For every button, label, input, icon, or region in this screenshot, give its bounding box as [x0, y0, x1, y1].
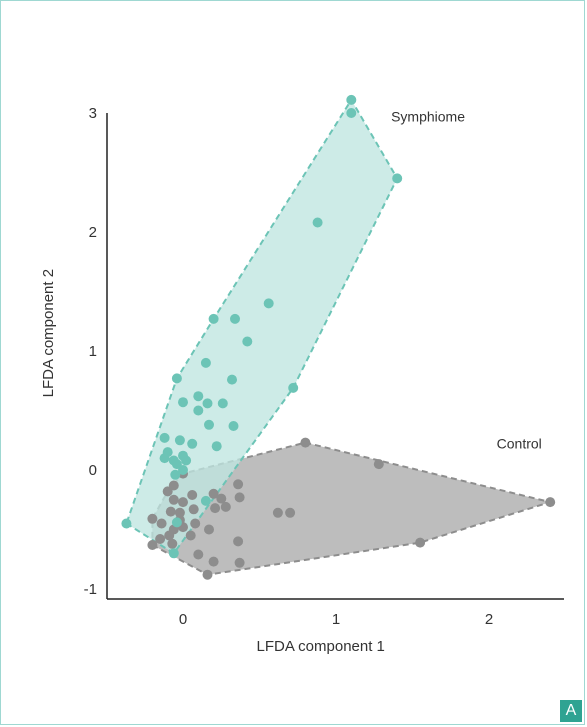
symphiome-point — [263, 298, 274, 309]
symphiome-point — [200, 357, 211, 368]
symphiome-point — [159, 432, 170, 443]
control-point — [373, 459, 384, 470]
y-tick-label: 3 — [89, 105, 97, 122]
control-point — [164, 530, 175, 541]
control-point — [178, 497, 188, 508]
y-tick-label: 2 — [89, 224, 97, 241]
control-point — [174, 507, 185, 518]
symphiome-point — [200, 495, 211, 506]
control-group-label: Control — [497, 436, 542, 452]
symphiome-point — [202, 398, 213, 409]
x-tick-label: 0 — [179, 611, 187, 628]
symphiome-point — [174, 435, 185, 446]
symphiome-point — [178, 465, 188, 475]
control-point — [147, 540, 158, 550]
x-axis-title: LFDA component 1 — [256, 638, 384, 655]
data-points — [121, 94, 556, 580]
y-tick-label: 0 — [89, 462, 97, 479]
control-point — [167, 538, 178, 549]
tick-labels: 0 1 2 -1 0 1 2 3 — [84, 105, 494, 628]
symphiome-point — [171, 373, 182, 384]
y-tick-label: 1 — [89, 343, 97, 360]
control-point — [190, 518, 201, 529]
control-point — [147, 513, 158, 524]
symphiome-point — [346, 108, 357, 118]
control-point — [188, 504, 199, 515]
symphiome-point — [171, 517, 182, 528]
symphiome-point — [211, 441, 222, 452]
symphiome-point — [178, 397, 188, 408]
control-point — [233, 536, 244, 547]
control-point — [216, 493, 227, 504]
control-point — [165, 506, 176, 517]
control-point — [208, 488, 219, 499]
symphiome-group-label: Symphiome — [391, 108, 465, 124]
control-point — [415, 537, 426, 548]
symphiome-point — [121, 518, 132, 529]
y-axis-title: LFDA component 2 — [40, 269, 57, 397]
control-point — [234, 492, 245, 503]
control-point — [187, 490, 198, 500]
symphiome-point — [228, 421, 239, 431]
symphiome-point — [170, 469, 181, 480]
control-point — [204, 524, 214, 535]
symphiome-point — [193, 405, 204, 416]
control-point — [208, 556, 219, 567]
control-point — [234, 557, 245, 568]
symphiome-point — [230, 313, 240, 324]
panel-label-badge: A — [560, 700, 582, 722]
symphiome-point — [392, 173, 403, 184]
control-point — [233, 479, 244, 490]
axes — [106, 113, 564, 600]
y-tick-label: -1 — [84, 581, 97, 598]
symphiome-point — [217, 398, 228, 409]
control-point — [185, 530, 196, 541]
symphiome-point — [208, 313, 219, 324]
symphiome-point — [242, 336, 253, 347]
control-point — [202, 569, 213, 580]
control-point — [285, 507, 296, 518]
control-point — [155, 534, 166, 544]
control-point — [545, 497, 556, 508]
symphiome-point — [181, 455, 192, 466]
control-point — [193, 549, 204, 560]
control-point — [168, 480, 179, 491]
control-point — [210, 503, 221, 514]
symphiome-point — [168, 548, 179, 559]
symphiome-point — [159, 453, 170, 464]
symphiome-point — [187, 438, 198, 449]
control-point — [168, 494, 179, 505]
symphiome-point — [312, 217, 323, 228]
x-tick-label: 1 — [332, 611, 340, 628]
control-point — [156, 518, 167, 529]
x-tick-label: 2 — [485, 611, 493, 628]
symphiome-point — [193, 391, 204, 402]
symphiome-point — [346, 94, 357, 105]
control-point — [300, 437, 311, 448]
symphiome-point — [204, 419, 214, 430]
control-point — [272, 507, 283, 518]
symphiome-point — [227, 374, 237, 385]
control-point — [220, 501, 231, 512]
group-hulls — [125, 97, 554, 576]
symphiome-point — [288, 382, 299, 393]
